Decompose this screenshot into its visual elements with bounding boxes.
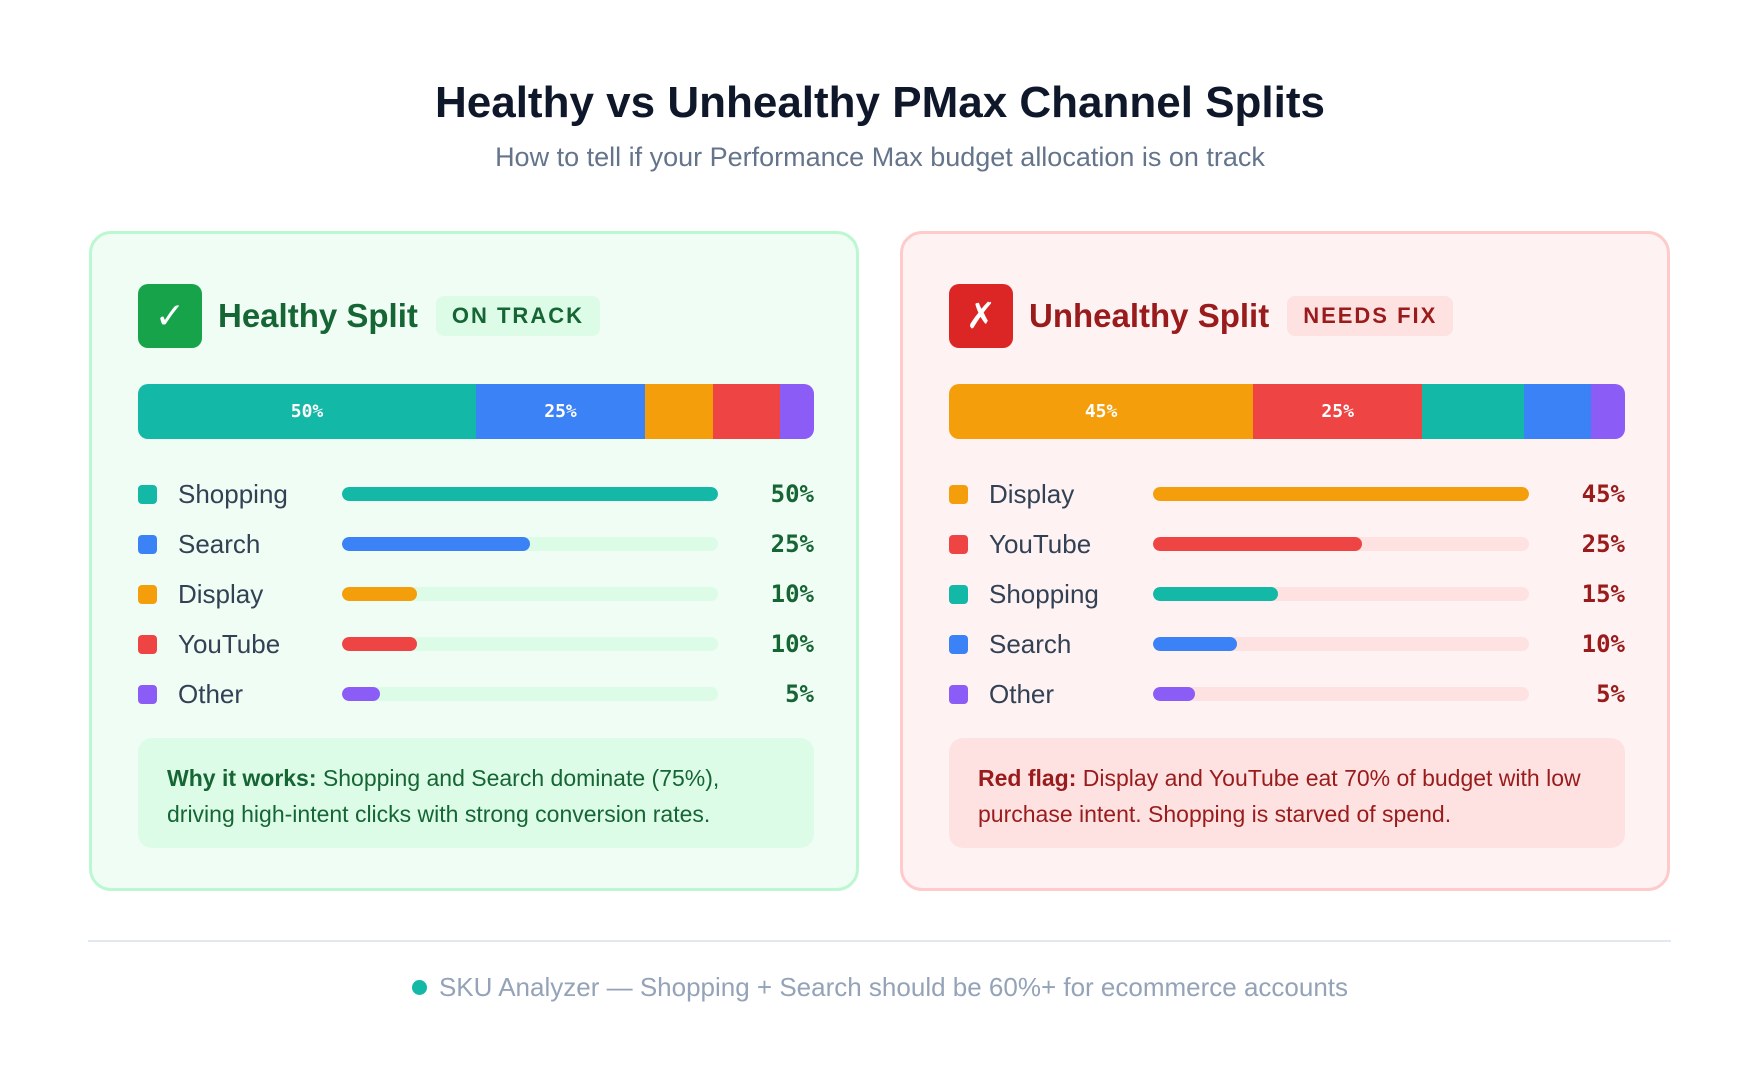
channel-label: YouTube: [989, 528, 1092, 559]
list-item: Search 25%: [138, 519, 814, 569]
status-dot-icon: [411, 980, 427, 995]
channel-label: Other: [989, 678, 1055, 709]
list-item: Search 10%: [949, 619, 1625, 669]
progress-fill: [1153, 587, 1279, 601]
channel-label: YouTube: [178, 628, 281, 659]
legend-swatch-icon: [949, 484, 968, 504]
legend-swatch-icon: [138, 584, 157, 604]
channel-percent: 5%: [1596, 680, 1625, 708]
channel-percent: 10%: [770, 580, 814, 608]
stacked-segment-search: 25%: [476, 384, 645, 439]
progress-fill: [342, 637, 418, 651]
list-item: Other 5%: [949, 669, 1625, 719]
progress-fill: [342, 587, 418, 601]
stacked-segment-youtube: [712, 384, 781, 439]
progress-track: [342, 687, 718, 701]
channel-label: Display: [989, 478, 1075, 509]
page-title: Healthy vs Unhealthy PMax Channel Splits: [434, 78, 1325, 127]
healthy-split-card: ✓ Healthy Split ON TRACK 50% 25% Shopping…: [89, 231, 859, 891]
progress-track: [342, 587, 718, 601]
card-header: ✓ Healthy Split ON TRACK: [138, 284, 600, 348]
progress-fill: [1153, 687, 1195, 701]
stacked-segment-display: [645, 384, 713, 439]
stacked-segment-shopping: 50%: [138, 384, 476, 439]
progress-track: [342, 637, 718, 651]
list-item: Other 5%: [138, 669, 814, 719]
channel-label: Shopping: [989, 578, 1099, 609]
x-icon: ✗: [949, 284, 1013, 348]
note-text: Shopping and Search dominate (75%), driv…: [167, 765, 720, 827]
stacked-segment-other: [780, 384, 814, 439]
channel-percent: 25%: [770, 530, 814, 558]
card-title: Unhealthy Split: [1029, 297, 1270, 334]
channel-list: Display 45% YouTube 25% Shopping 15% Sea…: [949, 469, 1625, 719]
channel-percent: 10%: [770, 630, 814, 658]
list-item: Display 10%: [138, 569, 814, 619]
legend-swatch-icon: [949, 634, 968, 654]
legend-swatch-icon: [138, 684, 157, 704]
stacked-segment-search: [1523, 384, 1592, 439]
list-item: Shopping 15%: [949, 569, 1625, 619]
note-label: Why it works:: [167, 765, 317, 791]
stacked-segment-display: 45%: [949, 384, 1254, 439]
channel-label: Display: [178, 578, 264, 609]
channel-percent: 50%: [770, 480, 814, 508]
stacked-bar: 50% 25%: [138, 384, 814, 439]
legend-swatch-icon: [949, 684, 968, 704]
channel-percent: 10%: [1581, 630, 1625, 658]
progress-track: [1153, 487, 1529, 501]
channel-percent: 45%: [1581, 480, 1625, 508]
progress-track: [1153, 637, 1529, 651]
note-label: Red flag:: [978, 765, 1077, 791]
stacked-segment-youtube: 25%: [1253, 384, 1423, 439]
progress-fill: [1153, 537, 1362, 551]
list-item: Shopping 50%: [138, 469, 814, 519]
channel-label: Search: [178, 528, 261, 559]
legend-swatch-icon: [138, 484, 157, 504]
channel-list: Shopping 50% Search 25% Display 10% YouT…: [138, 469, 814, 719]
divider: [88, 940, 1671, 942]
legend-swatch-icon: [138, 534, 157, 554]
progress-track: [342, 537, 718, 551]
legend-swatch-icon: [138, 634, 157, 654]
channel-label: Other: [178, 678, 244, 709]
progress-track: [342, 487, 718, 501]
progress-track: [1153, 687, 1529, 701]
check-icon: ✓: [138, 284, 202, 348]
legend-swatch-icon: [949, 534, 968, 554]
progress-track: [1153, 587, 1529, 601]
progress-fill: [342, 687, 380, 701]
channel-percent: 25%: [1581, 530, 1625, 558]
page-subtitle: How to tell if your Performance Max budg…: [495, 142, 1265, 172]
status-badge: NEEDS FIX: [1287, 296, 1454, 336]
channel-label: Shopping: [178, 478, 288, 509]
progress-fill: [1153, 487, 1529, 501]
progress-fill: [342, 487, 718, 501]
channel-percent: 5%: [785, 680, 814, 708]
unhealthy-split-card: ✗ Unhealthy Split NEEDS FIX 45% 25% Displ…: [900, 231, 1670, 891]
stacked-segment-other: [1591, 384, 1625, 439]
list-item: YouTube 10%: [138, 619, 814, 669]
stacked-bar: 45% 25%: [949, 384, 1625, 439]
progress-track: [1153, 537, 1529, 551]
progress-fill: [1153, 637, 1237, 651]
legend-swatch-icon: [949, 584, 968, 604]
list-item: Display 45%: [949, 469, 1625, 519]
footer-text: SKU Analyzer — Shopping + Search should …: [438, 972, 1349, 1002]
progress-fill: [342, 537, 530, 551]
footer: SKU Analyzer — Shopping + Search should …: [0, 972, 1760, 1003]
list-item: YouTube 25%: [949, 519, 1625, 569]
channel-label: Search: [989, 628, 1072, 659]
note-box: Red flag: Display and YouTube eat 70% of…: [949, 738, 1625, 848]
status-badge: ON TRACK: [435, 296, 600, 336]
channel-percent: 15%: [1581, 580, 1625, 608]
stacked-segment-shopping: [1422, 384, 1524, 439]
note-box: Why it works: Shopping and Search domina…: [138, 738, 814, 848]
note-text: Display and YouTube eat 70% of budget wi…: [978, 765, 1581, 827]
card-header: ✗ Unhealthy Split NEEDS FIX: [949, 284, 1454, 348]
card-title: Healthy Split: [218, 297, 418, 334]
